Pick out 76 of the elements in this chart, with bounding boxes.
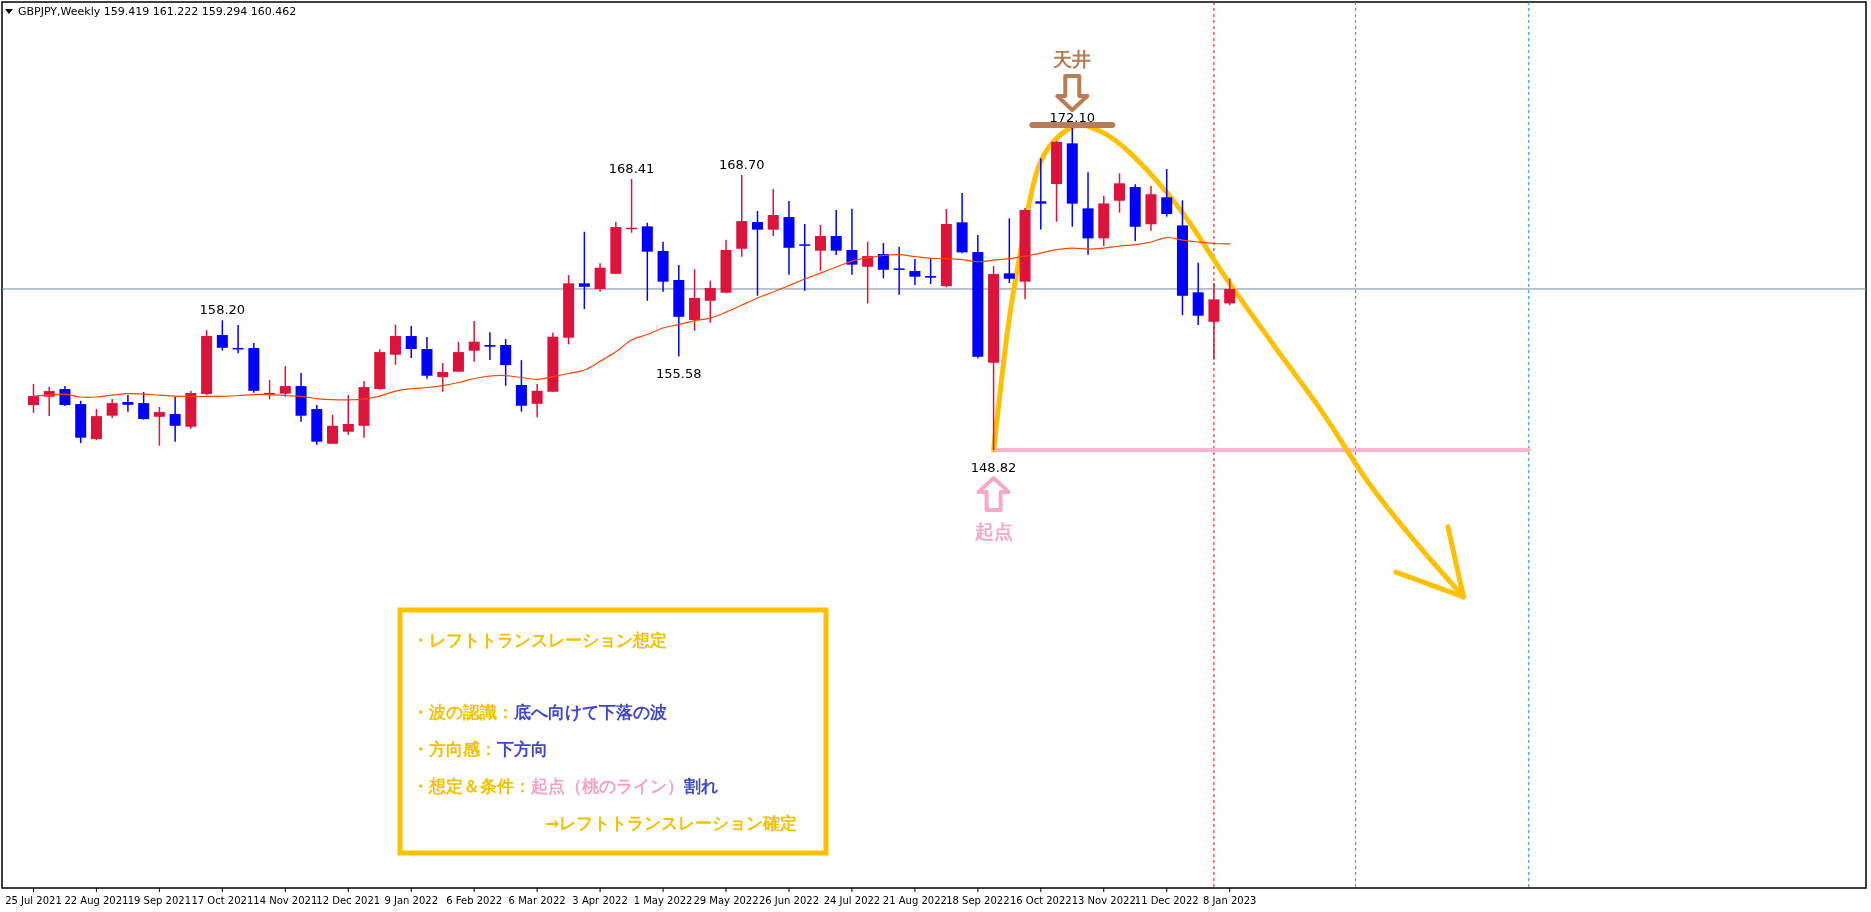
annotation: 168.70	[719, 157, 765, 173]
annotation: ・レフトトランスレーション想定	[412, 630, 667, 650]
candlestick	[138, 391, 150, 421]
candlestick	[484, 331, 496, 361]
annotation: 148.82	[970, 460, 1017, 475]
candlestick	[500, 338, 512, 387]
annotation: 168.41	[608, 161, 655, 177]
candlestick	[925, 258, 937, 285]
candlestick	[799, 223, 811, 292]
candlestick	[862, 240, 874, 305]
annotation: ・波の認識：底へ向けて下落の波	[412, 702, 667, 722]
candlestick	[893, 245, 905, 296]
candlestick	[767, 188, 779, 237]
annotation: 起点	[974, 520, 1013, 542]
annotation: 155.58	[656, 366, 702, 382]
candlestick	[877, 242, 889, 280]
candlestick	[751, 210, 763, 297]
candlestick	[1003, 217, 1015, 284]
candlestick	[342, 394, 354, 436]
annotation: ・方向感：下方向	[412, 739, 548, 759]
annotation: ・想定＆条件：起点（桃のライン）割れ	[412, 776, 718, 796]
x-tick-label: 16 Oct 2022	[1009, 895, 1072, 906]
x-tick-label: 6 Feb 2022	[446, 895, 503, 906]
x-tick-label: 18 Sep 2022	[946, 895, 1010, 906]
x-tick-label: 12 Dec 2021	[316, 895, 381, 906]
x-tick-label: 24 Jul 2022	[823, 895, 881, 906]
candlestick	[531, 383, 543, 419]
candlestick	[846, 208, 858, 276]
candlestick	[90, 408, 102, 441]
x-tick-label: 14 Nov 2021	[253, 895, 318, 906]
x-tick-label: 17 Oct 2021	[191, 895, 254, 906]
x-tick-label: 21 Aug 2022	[882, 895, 947, 906]
candlestick	[814, 224, 826, 272]
candlestick	[594, 262, 606, 293]
x-tick-label: 13 Nov 2022	[1071, 895, 1136, 906]
candlestick	[452, 341, 464, 373]
candlestick	[122, 394, 134, 413]
candlestick	[909, 258, 921, 286]
candlestick	[689, 268, 701, 332]
x-tick-label: 3 Apr 2022	[572, 895, 628, 906]
annotation: →レフトトランスレーション確定	[545, 813, 798, 833]
annotation: 天井	[1053, 48, 1092, 70]
candlestick	[704, 279, 716, 324]
x-tick-label: 8 Jan 2023	[1202, 895, 1257, 906]
x-tick-label: 6 Mar 2022	[508, 895, 566, 906]
x-tick-label: 22 Aug 2021	[64, 895, 129, 906]
candlestick	[216, 319, 228, 352]
candlestick	[1161, 168, 1173, 218]
x-tick-label: 9 Jan 2022	[384, 895, 438, 906]
candlestick	[279, 365, 291, 398]
title: GBPJPY,Weekly 159.419 161.222 159.294 160.462	[18, 5, 297, 18]
candlestick	[405, 325, 417, 359]
candlestick	[327, 413, 339, 445]
candlestick	[437, 362, 449, 393]
candlestick	[389, 323, 401, 366]
x-tick-label: 29 May 2022	[693, 895, 759, 906]
candlestick	[1192, 261, 1204, 326]
x-tick-label: 25 Jul 2021	[5, 895, 62, 906]
candlestick	[578, 230, 590, 310]
candlestick	[153, 406, 165, 447]
candlestick	[1208, 282, 1220, 361]
candlestick	[1035, 157, 1047, 231]
candlestick	[1113, 172, 1126, 214]
candlestick	[515, 359, 527, 413]
annotation: 158.20	[199, 302, 246, 318]
x-tick-label: 19 Sep 2021	[127, 895, 192, 906]
candlestick	[106, 398, 118, 419]
x-tick-label: 26 Jun 2022	[758, 895, 820, 906]
candlestick	[169, 396, 181, 443]
x-tick-label: 11 Dec 2022	[1134, 895, 1199, 906]
candlestick	[1224, 277, 1236, 306]
candlestick	[27, 383, 39, 414]
candlestick	[468, 320, 480, 363]
candlestick	[830, 209, 842, 256]
x-tick-label: 1 May 2022	[633, 895, 693, 906]
annotation: 172.10	[1049, 110, 1096, 125]
